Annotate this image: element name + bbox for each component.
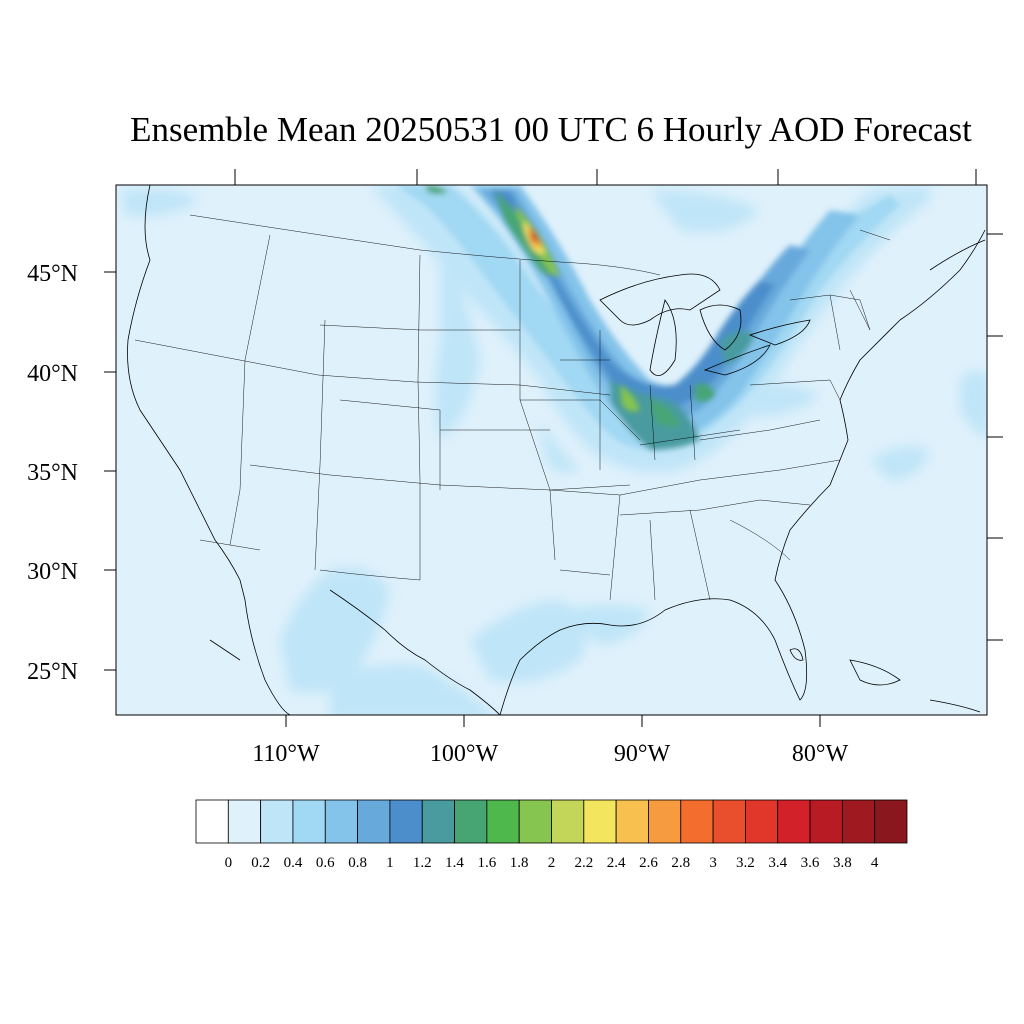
colorbar-swatch — [518, 799, 552, 844]
colorbar-swatch — [745, 799, 779, 844]
latitude-labels: 45°N 40°N 35°N 30°N 25°N — [27, 261, 78, 685]
colorbar-labels: 0 0.2 0.4 0.6 0.8 1 1.2 1.4 1.6 1.8 2 2.2 2.4 2.6 2.8 3… — [225, 855, 879, 871]
map-ticks — [104, 169, 1003, 727]
colorbar-swatch — [486, 799, 520, 844]
colorbar-label: 2.8 — [671, 855, 690, 871]
colorbar-swatch — [615, 799, 649, 844]
colorbar-label: 4 — [871, 855, 879, 871]
colorbar-label: 1.2 — [413, 855, 432, 871]
southwest-aod-patches — [120, 188, 987, 715]
colorbar-swatch — [680, 799, 714, 844]
colorbar-swatch — [260, 799, 294, 844]
colorbar-swatch — [454, 799, 488, 844]
colorbar-label: 2.2 — [574, 855, 593, 871]
colorbar-label: 3.4 — [768, 855, 787, 871]
colorbar-swatch — [841, 799, 876, 844]
colorbar-swatch — [809, 799, 843, 844]
colorbar-swatch — [874, 799, 908, 844]
smoke-plume-core — [495, 190, 715, 427]
lat-label: 40°N — [27, 361, 78, 387]
colorbar-swatch — [389, 799, 423, 844]
colorbar-label: 1.8 — [510, 855, 529, 871]
colorbar-label: 1.4 — [445, 855, 464, 871]
longitude-labels: 110°W 100°W 90°W 80°W — [252, 741, 848, 767]
colorbar-label: 1 — [386, 855, 394, 871]
colorbar-label: 2 — [548, 855, 556, 871]
colorbar-swatch — [551, 799, 585, 844]
colorbar-swatch — [227, 799, 262, 844]
colorbar-label: 0.6 — [316, 855, 335, 871]
colorbar-swatch — [324, 799, 358, 844]
colorbar-label: 0.8 — [348, 855, 367, 871]
map-title: Ensemble Mean 20250531 00 UTC 6 Hourly A… — [130, 110, 972, 149]
colorbar-label: 0.4 — [284, 855, 303, 871]
colorbar-swatch — [583, 799, 617, 844]
coastlines — [127, 185, 986, 715]
lon-label: 90°W — [614, 741, 671, 767]
colorbar-swatch — [777, 799, 811, 844]
colorbar-label: 3.2 — [736, 855, 755, 871]
lat-label: 35°N — [27, 460, 78, 486]
colorbar-label: 0 — [225, 855, 233, 871]
colorbar-label: 3.6 — [801, 855, 820, 871]
map-frame — [115, 184, 988, 716]
colorbar-label: 1.6 — [477, 855, 496, 871]
colorbar-swatch — [195, 799, 229, 844]
state-boundaries — [134, 214, 891, 601]
colorbar-label: 3.8 — [833, 855, 852, 871]
colorbar-swatch — [292, 799, 326, 844]
colorbar-label: 0.2 — [251, 855, 270, 871]
colorbar — [195, 799, 908, 844]
lon-label: 80°W — [792, 741, 849, 767]
colorbar-label: 2.4 — [607, 855, 626, 871]
lon-label: 100°W — [430, 741, 499, 767]
colorbar-label: 3 — [709, 855, 717, 871]
colorbar-swatch — [648, 799, 682, 844]
colorbar-swatch — [712, 799, 746, 844]
colorbar-label: 2.6 — [639, 855, 658, 871]
lon-label: 110°W — [252, 741, 320, 767]
lat-label: 30°N — [27, 559, 78, 585]
lat-label: 25°N — [27, 659, 78, 685]
colorbar-swatch — [357, 799, 391, 844]
colorbar-swatch — [421, 799, 455, 844]
lat-label: 45°N — [27, 261, 78, 287]
aod-field — [116, 185, 987, 715]
